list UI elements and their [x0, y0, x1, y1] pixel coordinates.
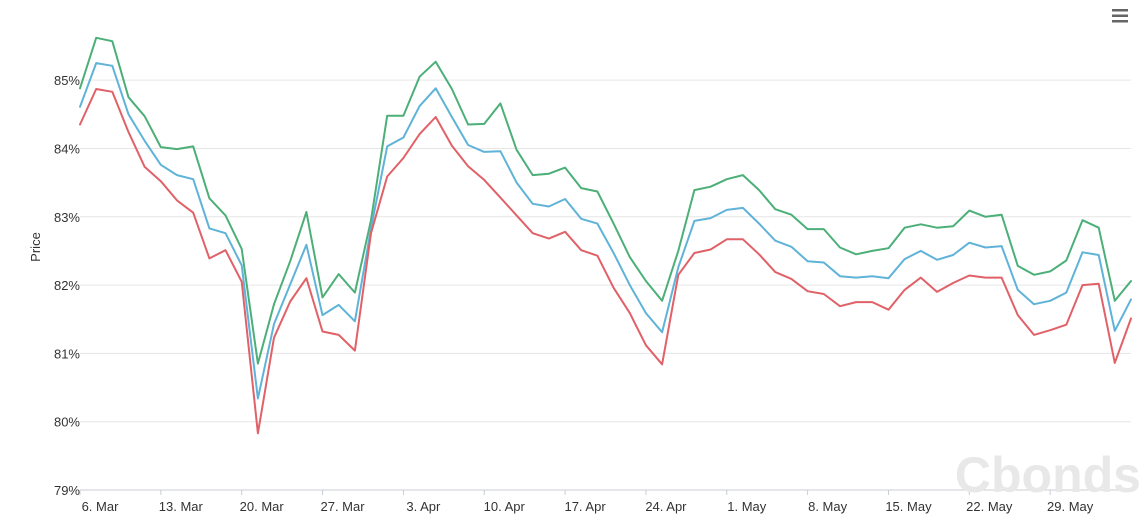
series-line-3: [79, 88, 1132, 435]
x-tick-label: 29. May: [1047, 499, 1094, 514]
watermark-logo-text: Cbonds: [955, 447, 1141, 503]
series-line-2: [79, 62, 1132, 400]
grid-lines: [80, 79, 1131, 491]
y-tick-label: 79%: [54, 483, 80, 498]
y-tick-label: 80%: [54, 415, 80, 430]
x-tick-label: 15. May: [885, 499, 932, 514]
y-tick-label: 81%: [54, 346, 80, 361]
y-tick-label: 85%: [54, 73, 80, 88]
x-tick-label: 13. Mar: [159, 499, 204, 514]
x-tick-label: 20. Mar: [240, 499, 285, 514]
x-tick-label: 17. Apr: [564, 499, 606, 514]
x-tick-label: 6. Mar: [82, 499, 120, 514]
x-tick-label: 24. Apr: [645, 499, 687, 514]
y-axis-tick-labels: 79% 80% 81% 82% 83% 84% 85%: [54, 73, 80, 498]
x-tick-label: 1. May: [727, 499, 767, 514]
series-line-1: [79, 36, 1132, 365]
x-tick-label: 8. May: [808, 499, 848, 514]
hamburger-menu-icon[interactable]: [1107, 6, 1133, 26]
x-axis-tick-labels: 6. Mar 13. Mar 20. Mar 27. Mar 3. Apr 10. Apr…: [79, 490, 1094, 514]
series-lines: [79, 36, 1132, 435]
x-tick-label: 27. Mar: [320, 499, 365, 514]
y-tick-label: 83%: [54, 210, 80, 225]
y-tick-label: 84%: [54, 141, 80, 156]
x-tick-label: 3. Apr: [406, 499, 441, 514]
x-tick-label: 10. Apr: [484, 499, 526, 514]
y-axis-label: Price: [28, 232, 43, 262]
y-tick-label: 82%: [54, 278, 80, 293]
x-tick-label: 22. May: [966, 499, 1013, 514]
